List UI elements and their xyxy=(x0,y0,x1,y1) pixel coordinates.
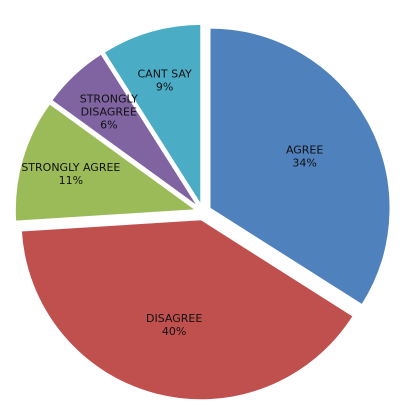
pie-slice-disagree xyxy=(20,219,354,401)
slice-value-label: 11% xyxy=(59,174,83,187)
slice-category-label: DISAGREE xyxy=(81,106,137,119)
slice-value-label: 34% xyxy=(292,157,316,170)
pie-slice-cant-say xyxy=(103,23,202,207)
slice-category-label: AGREE xyxy=(286,144,323,157)
slice-category-label: STRONGLY xyxy=(80,93,138,106)
slice-value-label: 40% xyxy=(162,325,186,338)
pie-slice-strongly-agree xyxy=(14,103,197,222)
slice-value-label: 9% xyxy=(156,80,173,93)
slice-value-label: 6% xyxy=(100,119,117,132)
slice-category-label: CANT SAY xyxy=(137,67,192,80)
pie-slices xyxy=(14,23,391,401)
slice-category-label: STRONGLY AGREE xyxy=(21,161,120,174)
pie-slice-strongly-disagree xyxy=(51,53,198,207)
slice-category-label: DISAGREE xyxy=(146,312,202,325)
pie-slice-agree xyxy=(209,27,391,306)
